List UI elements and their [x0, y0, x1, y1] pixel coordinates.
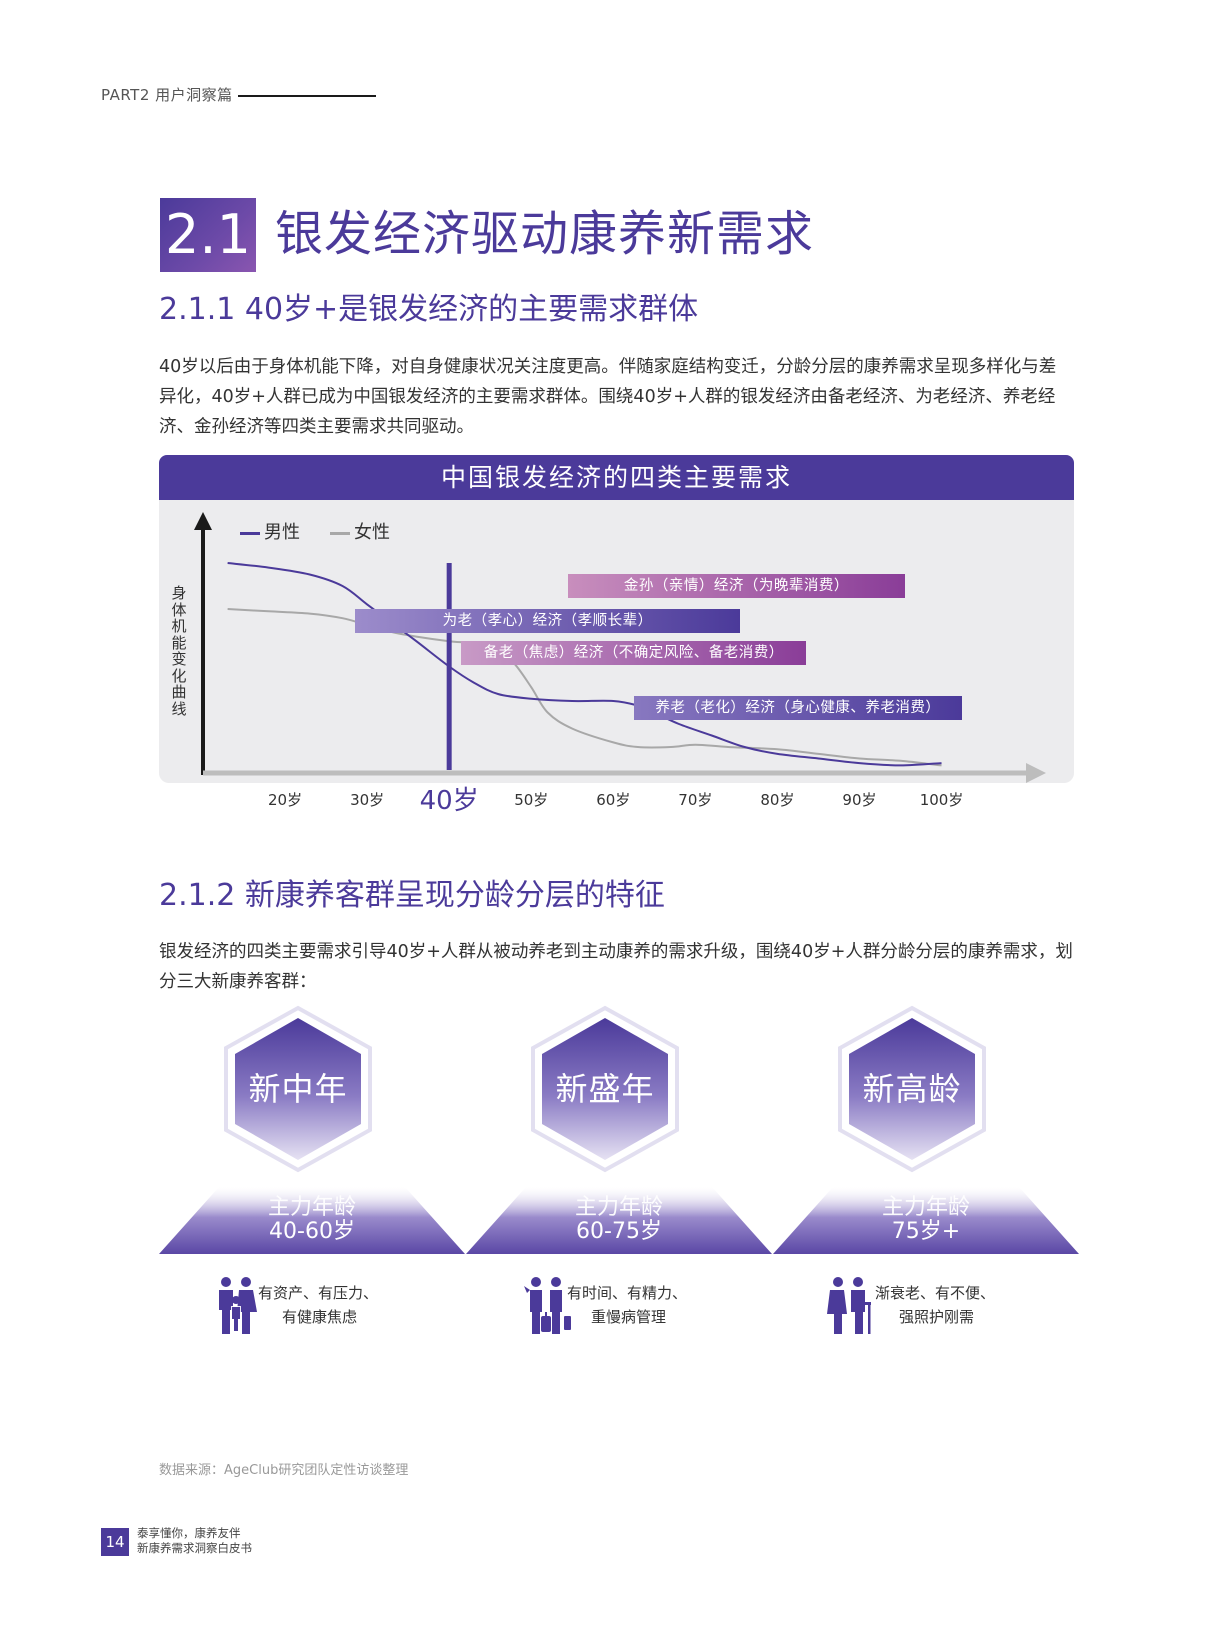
- group-traits-3: 渐衰老、有不便、 强照护刚需: [875, 1281, 995, 1329]
- group-traits-2: 有时间、有精力、 重慢病管理: [567, 1281, 687, 1329]
- legend-label-female: 女性: [354, 522, 390, 543]
- section-title: 银发经济驱动康养新需求: [275, 206, 815, 262]
- age-banner-1: 主力年龄 40-60岁: [159, 1187, 465, 1254]
- group-traits-1: 有资产、有压力、 有健康焦虑: [258, 1281, 378, 1329]
- economy-band-3: 备老（焦虑）经济（不确定风险、备老消费）: [461, 640, 807, 665]
- group-hexagon-3: 新高龄: [827, 1004, 997, 1174]
- footer-line-2: 新康养需求洞察白皮书: [137, 1541, 252, 1555]
- family-icon: [214, 1276, 258, 1340]
- trait-line: 有时间、有精力、: [567, 1284, 688, 1302]
- x-tick-label: 90岁: [842, 791, 877, 809]
- economy-band-2: 为老（孝心）经济（孝顺长辈）: [354, 608, 741, 633]
- trait-line: 重慢病管理: [591, 1308, 667, 1326]
- section-number: 2.1: [160, 198, 256, 272]
- x-tick-label: 50岁: [514, 791, 549, 809]
- footer-line-1: 泰享懂你，康养友伴: [137, 1526, 241, 1540]
- economy-band-4: 养老（老化）经济（身心健康、养老消费）: [633, 695, 963, 720]
- subsection-paragraph-1: 40岁以后由于身体机能下降，对自身健康状况关注度更高。伴随家庭结构变迁，分龄分层…: [159, 357, 1057, 437]
- x-tick-label: 70岁: [678, 791, 713, 809]
- travelers-icon: [522, 1276, 572, 1340]
- age-banner-2: 主力年龄 60-75岁: [466, 1187, 772, 1254]
- age-range: 60-75岁: [576, 1219, 662, 1244]
- trait-line: 有资产、有压力、: [258, 1284, 379, 1302]
- footer-text: 泰享懂你，康养友伴 新康养需求洞察白皮书: [137, 1526, 252, 1556]
- economy-band-1: 金孙（亲情）经济（为晚辈消费）: [568, 574, 905, 598]
- x-tick-label: 60岁: [596, 791, 631, 809]
- subsection-paragraph-2: 银发经济的四类主要需求引导40岁+人群从被动养老到主动康养的需求升级，围绕40岁…: [159, 942, 1073, 992]
- group-name: 新盛年: [555, 1070, 655, 1108]
- legend-swatch-female: [330, 531, 350, 535]
- elderly-couple-icon: [826, 1276, 874, 1340]
- subsection-title-1: 2.1.1 40岁+是银发经济的主要需求群体: [159, 292, 699, 327]
- group-hexagon-2: 新盛年: [520, 1004, 690, 1174]
- x-tick-label: 40岁: [419, 786, 479, 816]
- trait-line: 渐衰老、有不便、: [875, 1284, 996, 1302]
- legend-swatch-male: [240, 531, 260, 535]
- age-range: 40-60岁: [269, 1219, 355, 1244]
- x-axis-arrow: [1026, 763, 1046, 783]
- body-function-chart: [194, 512, 1046, 783]
- x-tick-label: 80岁: [760, 791, 795, 809]
- group-name: 新中年: [248, 1070, 348, 1108]
- chart-y-label: 身体机能变化曲线: [171, 584, 187, 718]
- trait-line: 强照护刚需: [899, 1308, 975, 1326]
- age-title: 主力年龄: [881, 1195, 970, 1220]
- subsection-title-2: 2.1.2 新康养客群呈现分龄分层的特征: [159, 878, 665, 913]
- legend-item-male: 男性: [240, 518, 300, 544]
- legend-label-male: 男性: [264, 522, 300, 543]
- age-range: 75岁+: [891, 1219, 961, 1244]
- group-name: 新高龄: [862, 1070, 962, 1108]
- y-axis-arrow: [194, 512, 212, 530]
- age-banner-3: 主力年龄 75岁+: [773, 1187, 1079, 1254]
- header-divider: [238, 95, 376, 97]
- age-title: 主力年龄: [574, 1195, 663, 1220]
- trait-line: 有健康焦虑: [282, 1308, 358, 1326]
- x-tick-label: 100岁: [919, 791, 964, 809]
- data-source: 数据来源：AgeClub研究团队定性访谈整理: [159, 1463, 409, 1478]
- page-number: 14: [101, 1528, 129, 1556]
- series-line-male: [227, 562, 942, 767]
- x-tick-label: 30岁: [350, 791, 385, 809]
- header-label: PART2 用户洞察篇: [101, 86, 233, 104]
- x-tick-label: 20岁: [268, 791, 303, 809]
- chart-title: 中国银发经济的四类主要需求: [159, 455, 1074, 500]
- age-title: 主力年龄: [267, 1195, 356, 1220]
- group-hexagon-1: 新中年: [213, 1004, 383, 1174]
- legend-item-female: 女性: [330, 518, 390, 544]
